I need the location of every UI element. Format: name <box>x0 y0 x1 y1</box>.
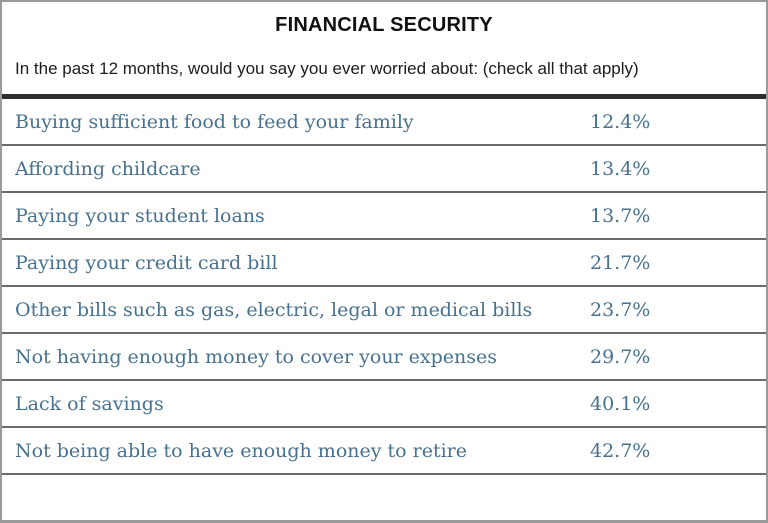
table-row: Not being able to have enough money to r… <box>2 428 766 475</box>
row-value: 40.1% <box>590 392 651 415</box>
row-label: Paying your credit card bill <box>15 251 278 274</box>
table-row: Lack of savings 40.1% <box>2 381 766 428</box>
row-label: Not being able to have enough money to r… <box>15 439 467 462</box>
row-label: Other bills such as gas, electric, legal… <box>15 298 533 321</box>
row-value: 21.7% <box>590 251 651 274</box>
row-value: 29.7% <box>590 345 651 368</box>
row-value: 23.7% <box>590 298 651 321</box>
header-divider <box>2 94 766 99</box>
table-row: Buying sufficient food to feed your fami… <box>2 99 766 146</box>
table-title: FINANCIAL SECURITY <box>275 14 493 36</box>
row-value: 13.4% <box>590 157 651 180</box>
row-label: Paying your student loans <box>15 204 265 227</box>
table-row: Affording childcare 13.4% <box>2 146 766 193</box>
row-label: Affording childcare <box>15 157 201 180</box>
table-subtitle: In the past 12 months, would you say you… <box>15 59 639 78</box>
table-footer-spacer <box>2 475 766 520</box>
row-label: Buying sufficient food to feed your fami… <box>15 110 414 133</box>
row-value: 13.7% <box>590 204 651 227</box>
table-row: Paying your credit card bill 21.7% <box>2 240 766 287</box>
table-row: Paying your student loans 13.7% <box>2 193 766 240</box>
row-label: Not having enough money to cover your ex… <box>15 345 498 368</box>
row-value: 12.4% <box>590 110 651 133</box>
row-label: Lack of savings <box>15 392 164 415</box>
table-row: Other bills such as gas, electric, legal… <box>2 287 766 334</box>
row-value: 42.7% <box>590 439 651 462</box>
rows-container: Buying sufficient food to feed your fami… <box>2 99 766 475</box>
table-row: Not having enough money to cover your ex… <box>2 334 766 381</box>
